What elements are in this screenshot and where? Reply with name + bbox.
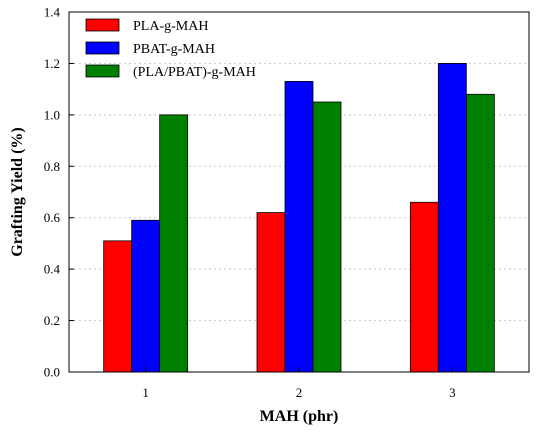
legend-label: PBAT-g-MAH — [133, 42, 215, 57]
y-tick-label: 1.2 — [44, 56, 60, 71]
y-tick-label: 0.8 — [44, 159, 60, 174]
legend-swatch — [85, 41, 120, 55]
x-tick-label: 3 — [449, 385, 456, 400]
bar — [256, 212, 286, 373]
legend: PLA-g-MAH PBAT-g-MAH (PLA/PBAT)-g-MAH — [85, 18, 256, 80]
x-axis-title: MAH (phr) — [260, 408, 339, 425]
y-tick-label: 0.0 — [44, 365, 60, 380]
bar — [312, 101, 342, 373]
legend-swatch — [85, 64, 120, 78]
y-tick-label: 0.4 — [44, 262, 61, 277]
legend-label: PLA-g-MAH — [133, 19, 208, 34]
y-tick-label: 1.0 — [44, 107, 60, 122]
bar — [159, 114, 189, 373]
bar — [465, 93, 495, 373]
y-tick-label: 1.4 — [44, 5, 61, 20]
bar — [437, 63, 467, 373]
legend-label: (PLA/PBAT)-g-MAH — [133, 65, 256, 80]
bar — [284, 81, 314, 373]
bar — [103, 240, 133, 373]
bar — [409, 201, 439, 373]
bars — [103, 63, 495, 373]
y-axis-title: Grafting Yield (%) — [9, 127, 26, 256]
y-tick-label: 0.2 — [44, 313, 60, 328]
y-tick-label: 0.6 — [44, 210, 61, 225]
x-tick-label: 1 — [142, 385, 149, 400]
x-axis-ticks: 1 2 3 — [142, 367, 456, 400]
legend-swatch — [85, 18, 120, 32]
y-axis-ticks: 0.0 0.2 0.4 0.6 0.8 1.0 1.2 1.4 — [44, 5, 74, 380]
x-tick-label: 2 — [296, 385, 303, 400]
bar — [131, 219, 161, 373]
